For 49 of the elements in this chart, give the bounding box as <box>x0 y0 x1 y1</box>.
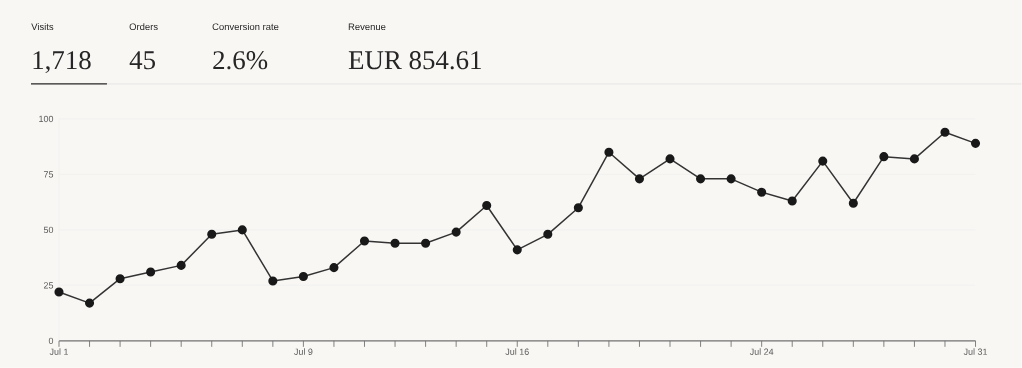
text: Orders <box>129 23 158 31</box>
text: Revenue <box>348 23 386 31</box>
point <box>54 287 64 297</box>
y-tick-label: 25 <box>43 282 54 289</box>
point <box>909 154 919 164</box>
text: 1,718 <box>33 51 91 74</box>
y-tick-label: 0 <box>48 337 54 345</box>
point <box>359 236 370 246</box>
x-tick-label: Jul 24 <box>749 348 774 356</box>
point <box>421 238 431 248</box>
point <box>573 203 583 213</box>
text: EUR 854.61 <box>348 51 481 70</box>
point <box>848 198 858 208</box>
point <box>787 196 797 206</box>
point <box>634 174 645 184</box>
point <box>237 225 247 235</box>
point <box>879 152 889 162</box>
point <box>207 229 217 239</box>
point <box>543 229 553 239</box>
point <box>757 187 767 197</box>
x-tick-label: Jul 1 <box>49 348 68 356</box>
point <box>84 298 95 308</box>
point <box>268 276 278 286</box>
point <box>451 227 461 237</box>
point <box>818 156 828 166</box>
text: 45 <box>129 51 155 70</box>
point <box>940 127 950 137</box>
point <box>512 245 522 255</box>
text: 2.6% <box>213 51 268 70</box>
point <box>696 174 706 184</box>
y-tick-label: 50 <box>43 226 54 234</box>
text: Conversion rate <box>212 23 279 31</box>
point <box>726 174 736 184</box>
point <box>390 238 400 248</box>
point <box>970 138 981 148</box>
point <box>329 263 339 273</box>
point <box>176 260 186 271</box>
x-tick-label: Jul 16 <box>505 348 529 356</box>
y-tick-label: 75 <box>43 171 54 178</box>
point <box>482 201 492 211</box>
point <box>665 154 675 164</box>
x-tick-label: Jul 9 <box>294 348 313 356</box>
point <box>604 147 614 157</box>
text: Visits <box>31 23 54 31</box>
y-tick-label: 100 <box>39 115 54 123</box>
x-tick-label: Jul 31 <box>963 348 988 356</box>
point <box>115 274 125 284</box>
point <box>298 272 308 282</box>
point <box>146 267 156 277</box>
